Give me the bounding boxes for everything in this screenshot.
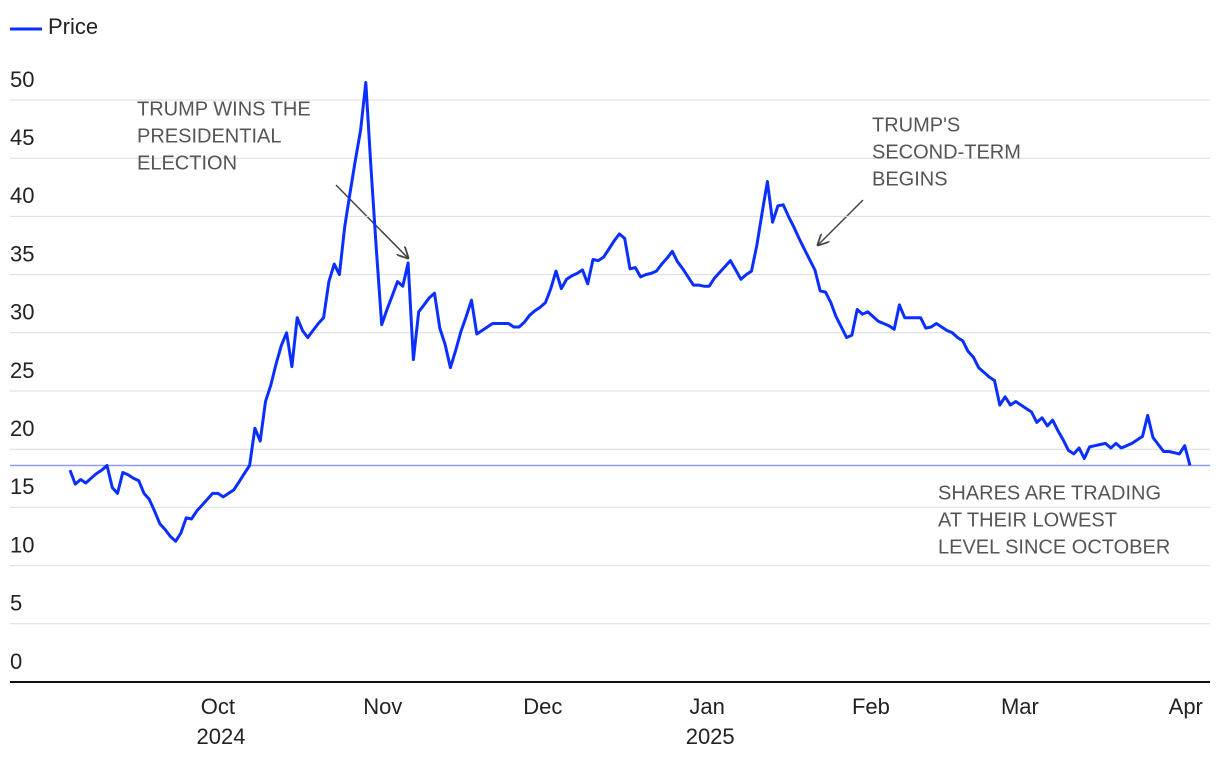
y-tick-label: 0 <box>10 649 22 674</box>
annotation-arrow <box>818 199 864 245</box>
x-tick-label: Nov <box>363 694 402 719</box>
y-tick-label: 15 <box>10 474 34 499</box>
annotation: TRUMP WINS THE <box>137 98 311 120</box>
y-tick-label: 30 <box>10 300 34 325</box>
y-tick-label: 45 <box>10 125 34 150</box>
y-tick-label: 35 <box>10 241 34 266</box>
y-tick-label: 40 <box>10 183 34 208</box>
x-tick-label: Mar <box>1001 694 1039 719</box>
y-tick-label: 10 <box>10 532 34 557</box>
x-tick-label: Jan 2025 <box>680 694 735 749</box>
annotation: BEGINS <box>872 168 948 190</box>
x-tick-label: Feb <box>852 694 890 719</box>
x-tick-label: Oct 2024 <box>190 694 245 749</box>
annotation: PRESIDENTIAL <box>137 125 281 147</box>
y-tick-label: 5 <box>10 591 22 616</box>
annotation: TRUMP'S <box>872 114 960 136</box>
annotation: LEVEL SINCE OCTOBER <box>938 536 1170 558</box>
legend-label: Price <box>48 14 98 39</box>
y-tick-label: 25 <box>10 358 34 383</box>
annotation: ELECTION <box>137 152 237 174</box>
annotation: AT THEIR LOWEST <box>938 509 1117 531</box>
x-tick-label: Apr <box>1169 694 1203 719</box>
y-tick-label: 50 <box>10 67 34 92</box>
price-line <box>68 81 1192 543</box>
y-tick-label: 20 <box>10 416 34 441</box>
x-tick-label: Dec <box>523 694 562 719</box>
annotation: SHARES ARE TRADING <box>938 482 1161 504</box>
annotation: SECOND-TERM <box>872 141 1021 163</box>
